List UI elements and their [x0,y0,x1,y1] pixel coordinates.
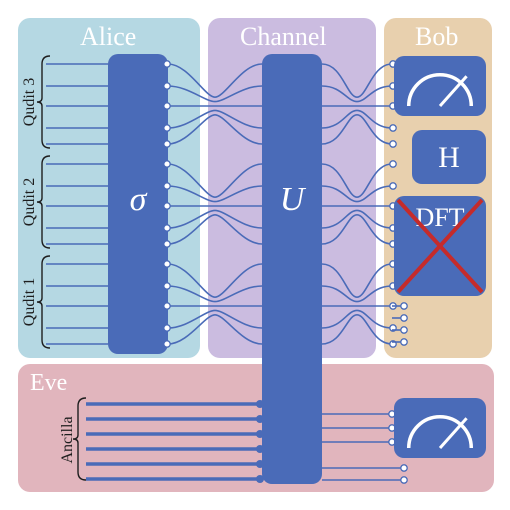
wire-node [164,261,170,267]
u-block [262,54,322,484]
alice-label: Alice [80,22,136,51]
bob-meter [394,56,486,116]
ancilla-wire-end [256,460,264,468]
wire-node [164,141,170,147]
bob-side-node [401,339,407,345]
ancilla-wire-end [256,415,264,423]
wire-node [390,125,396,131]
wire-node [164,325,170,331]
ancilla-wire-end [256,430,264,438]
ancilla-label: Ancilla [59,416,76,463]
u-symbol: U [280,181,307,218]
bob-side-node [401,303,407,309]
wire-node [164,125,170,131]
wire-node [164,61,170,67]
ancilla-wire-end [256,475,264,483]
eve-extra-node [401,477,407,483]
wire-node [390,161,396,167]
bob-label: Bob [415,22,458,51]
wire-node [390,183,396,189]
wire-node [390,141,396,147]
wire-node [164,161,170,167]
wire-node [164,183,170,189]
qudit-label: Qudit 3 [21,78,38,126]
bob-side-node [401,315,407,321]
sigma-symbol: σ [130,181,148,218]
wire-node [164,203,170,209]
wire-node [164,103,170,109]
eve-meter [394,398,486,458]
eve-extra-node [401,465,407,471]
h-symbol: H [438,141,460,174]
channel-label: Channel [240,22,327,51]
bob-side-node [401,327,407,333]
ancilla-wire-end [256,445,264,453]
wire-node [164,303,170,309]
wire-node [164,341,170,347]
wire-node [164,241,170,247]
wire-node [164,225,170,231]
eve-label: Eve [30,370,67,396]
wire-node [164,283,170,289]
qudit-label: Qudit 1 [21,278,38,326]
wire-node [164,83,170,89]
ancilla-wire-end [256,400,264,408]
qudit-label: Qudit 2 [21,178,38,226]
